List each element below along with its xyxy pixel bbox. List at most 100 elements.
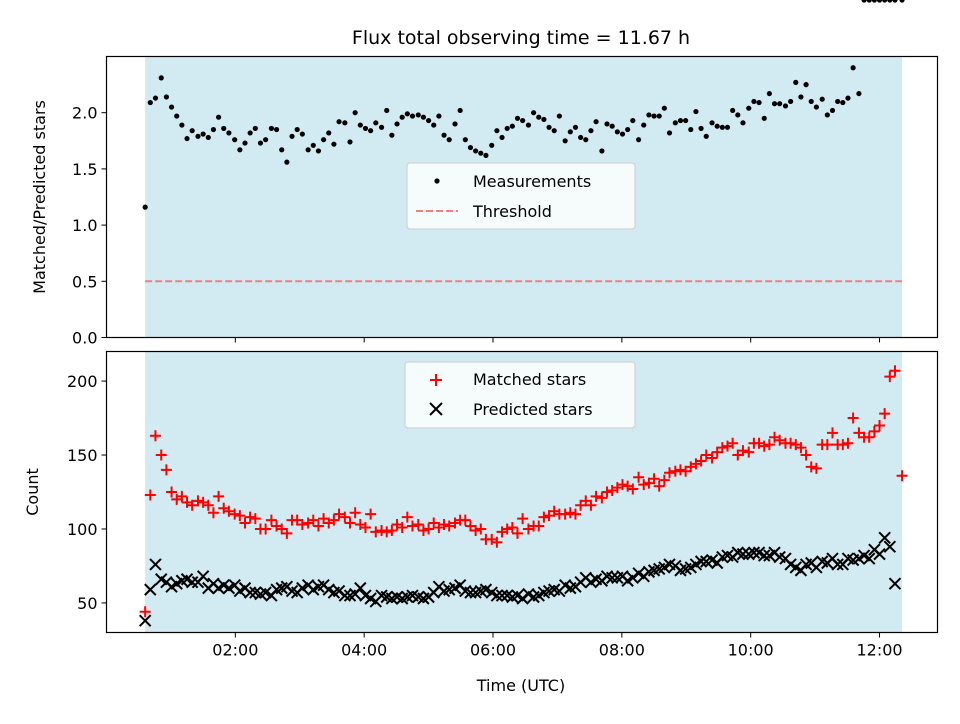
matched-stars-point: [837, 439, 849, 451]
measurement-point: [845, 95, 851, 101]
top-y-axis-label: Matched/Predicted stars: [30, 100, 49, 294]
matched-stars-point: [559, 508, 571, 520]
measurement-point: [782, 103, 789, 109]
matched-stars-point: [265, 514, 277, 526]
measurement-point: [462, 137, 468, 143]
measurement-point: [305, 147, 311, 153]
matched-stars-point: [144, 489, 156, 501]
x-tick-label: 02:00: [212, 641, 258, 660]
matched-stars-point: [506, 521, 518, 533]
measurement-point: [536, 114, 542, 120]
measurement-point: [677, 117, 684, 124]
matched-stars-point: [501, 523, 513, 535]
measurement-point: [583, 137, 589, 143]
matched-stars-point: [648, 473, 660, 485]
measurement-point: [331, 141, 337, 147]
matched-stars-point: [207, 507, 219, 519]
matched-stars-point: [370, 526, 382, 538]
matched-stars-point: [192, 495, 204, 507]
measurement-point: [478, 150, 484, 156]
bottom-y-axis-label: Count: [23, 468, 42, 516]
measurement-point: [467, 144, 474, 151]
measurement-point: [766, 90, 772, 97]
matched-stars-point: [333, 508, 345, 520]
measurement-point: [210, 126, 217, 133]
measurement-point: [567, 129, 573, 135]
measurement-point: [866, 0, 872, 3]
matched-stars-point: [365, 508, 377, 520]
measurement-point: [504, 125, 510, 132]
measurement-point: [578, 134, 584, 141]
measurement-point: [719, 124, 725, 130]
measurement-point: [672, 120, 678, 126]
matched-stars-point: [884, 371, 896, 383]
predicted-stars-point: [144, 583, 157, 596]
measurement-point: [751, 98, 757, 105]
measurement-point: [803, 82, 809, 88]
matched-stars-point: [475, 523, 487, 535]
bottom-legend: Matched stars Predicted stars: [404, 361, 636, 429]
measurement-point: [808, 98, 814, 105]
measurement-point: [499, 134, 505, 141]
measurement-point: [158, 75, 164, 81]
measurement-point: [882, 0, 888, 3]
bottom-x-ticks: 02:00 04:00 06:00 08:00 10:00 12:00: [212, 632, 903, 660]
matched-stars-point: [423, 523, 435, 535]
bottom-y-tick-label: 50: [77, 594, 97, 613]
matched-stars-point: [149, 430, 161, 442]
matched-stars-point: [727, 437, 739, 449]
top-y-tick-label: 1.0: [72, 216, 97, 235]
matched-stars-point: [700, 449, 712, 461]
measurement-point: [152, 95, 159, 101]
top-y-ticks: 0.0 0.5 1.0 1.5 2.0: [72, 104, 107, 348]
matched-stars-point: [202, 499, 214, 511]
top-y-tick-label: 1.5: [72, 160, 97, 179]
matched-stars-point: [674, 464, 686, 476]
measurement-point: [362, 125, 369, 132]
measurement-point: [168, 104, 175, 110]
predicted-stars-point: [490, 589, 504, 602]
top-legend-box: [406, 162, 636, 230]
matched-stars-point: [438, 519, 450, 531]
predicted-stars-point: [888, 577, 902, 590]
matched-stars-point: [376, 524, 388, 536]
top-legend-label-threshold: Threshold: [472, 202, 552, 221]
matched-stars-point: [244, 511, 256, 523]
measurement-point: [793, 79, 799, 85]
measurement-point: [724, 124, 731, 130]
matched-stars-point: [810, 462, 822, 474]
measurement-point: [315, 148, 322, 154]
predicted-stars-point: [883, 540, 897, 553]
matched-stars-point: [596, 492, 608, 504]
matched-stars-point: [260, 523, 272, 535]
top-axes-frame: [105, 55, 939, 339]
predicted-stars-point: [479, 583, 493, 596]
measurement-point: [299, 131, 305, 137]
measurement-point: [777, 101, 783, 107]
matched-stars-point: [821, 439, 833, 451]
measurement-point: [342, 120, 348, 126]
matched-stars-point: [186, 499, 198, 511]
predicted-stars-point: [758, 549, 771, 562]
matched-stars-point: [417, 524, 429, 536]
measurement-point: [263, 137, 269, 143]
matched-stars-point: [239, 517, 251, 529]
matched-stars-point: [763, 439, 775, 451]
matched-stars-point: [585, 499, 597, 511]
matched-stars-point: [296, 519, 308, 531]
measurement-point: [326, 130, 332, 136]
matched-stars-point: [743, 446, 755, 458]
chart-title: Flux total observing time = 11.67 h: [352, 27, 690, 49]
bottom-axes-frame: [105, 350, 939, 634]
measurement-point: [593, 119, 599, 125]
matched-stars-point: [795, 442, 807, 454]
measurement-point: [572, 124, 579, 130]
measurement-point: [746, 105, 752, 111]
measurement-point: [247, 130, 253, 136]
matched-stars-point: [249, 513, 261, 525]
predicted-stars-point: [878, 531, 891, 545]
measurement-point: [279, 147, 285, 153]
matched-stars-point: [590, 490, 602, 502]
bottom-y-ticks: 50 100 150 200: [67, 372, 107, 613]
